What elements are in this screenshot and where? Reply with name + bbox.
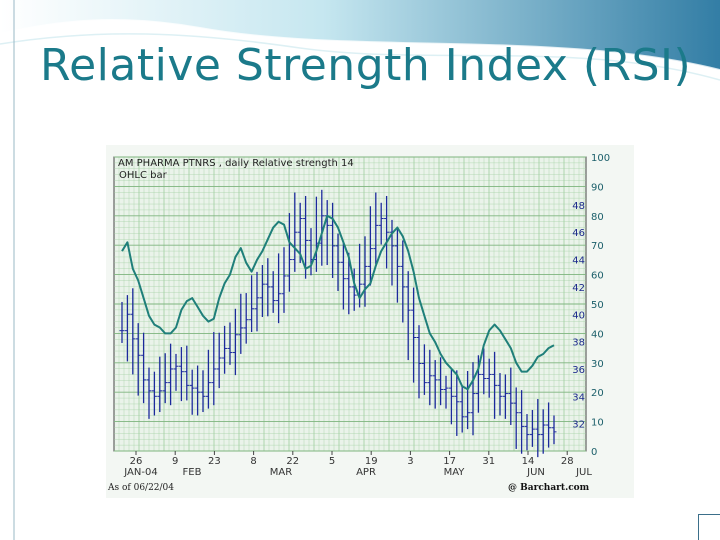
as-of-date: As of 06/22/04 [107, 483, 174, 493]
rsi-axis-label: 60 [591, 271, 604, 282]
chart-title: AM PHARMA PTNRS , daily Relative strengt… [118, 158, 354, 169]
month-axis-label: JUL [575, 467, 592, 478]
barchart-credit: @ Barchart.com [508, 483, 590, 493]
month-axis-labels: JAN-04 FEB MAR APR MAY JUN JUL [123, 467, 592, 478]
date-axis-label: 9 [172, 456, 178, 467]
price-axis-label: 46 [572, 228, 585, 239]
rsi-axis-label: 40 [591, 329, 604, 340]
price-axis-label: 40 [572, 310, 585, 321]
price-axis-label: 48 [572, 201, 585, 212]
rsi-series [121, 214, 555, 391]
month-axis-label: MAY [444, 467, 466, 478]
month-axis-label: JAN-04 [123, 467, 157, 478]
grid-lines [114, 156, 586, 452]
date-axis-labels: 26 9 23 8 22 5 19 3 17 31 14 28 [130, 451, 574, 467]
date-axis-label: 5 [329, 456, 335, 467]
month-axis-label: FEB [183, 467, 202, 478]
header-wave-line [0, 19, 720, 71]
price-axis-label: 44 [572, 256, 585, 267]
date-axis-label: 22 [286, 456, 299, 467]
corner-decoration [698, 514, 720, 540]
date-axis-label: 8 [250, 456, 256, 467]
header-wave-line [0, 33, 720, 81]
rsi-chart-card: AM PHARMA PTNRS , daily Relative strengt… [106, 145, 634, 498]
rsi-axis-label: 80 [591, 212, 604, 223]
header-wave [0, 0, 720, 70]
month-axis-label: JUN [526, 467, 545, 478]
date-axis-label: 26 [130, 456, 143, 467]
rsi-axis-label: 70 [591, 241, 604, 252]
rsi-axis-label: 90 [591, 182, 604, 193]
rsi-line [121, 214, 555, 391]
slide-title: Relative Strength Index (RSI) [40, 40, 692, 91]
rsi-axis-label: 10 [591, 418, 604, 429]
rsi-axis-label: 0 [591, 447, 597, 458]
price-axis-label: 36 [572, 365, 585, 376]
date-axis-label: 14 [522, 456, 535, 467]
chart-subtitle: OHLC bar [119, 170, 168, 181]
month-axis-label: MAR [270, 467, 292, 478]
rsi-chart: AM PHARMA PTNRS , daily Relative strengt… [107, 153, 610, 493]
date-axis-label: 17 [443, 456, 456, 467]
price-series [119, 189, 557, 458]
date-axis-label: 28 [561, 456, 574, 467]
price-axis-label: 34 [572, 392, 585, 403]
rsi-axis-label: 20 [591, 388, 604, 399]
date-axis-label: 3 [407, 456, 413, 467]
rsi-axis-label: 50 [591, 300, 604, 311]
price-axis-label: 42 [572, 283, 585, 294]
month-axis-label: APR [356, 467, 376, 478]
price-axis-labels: 48 46 44 42 40 38 36 34 32 [572, 201, 585, 431]
price-axis-label: 38 [572, 338, 585, 349]
date-axis-label: 23 [208, 456, 221, 467]
rsi-axis-label: 30 [591, 359, 604, 370]
date-axis-label: 19 [365, 456, 378, 467]
date-axis-label: 31 [482, 456, 495, 467]
price-axis-label: 32 [572, 420, 585, 431]
rsi-axis-label: 100 [591, 153, 610, 164]
